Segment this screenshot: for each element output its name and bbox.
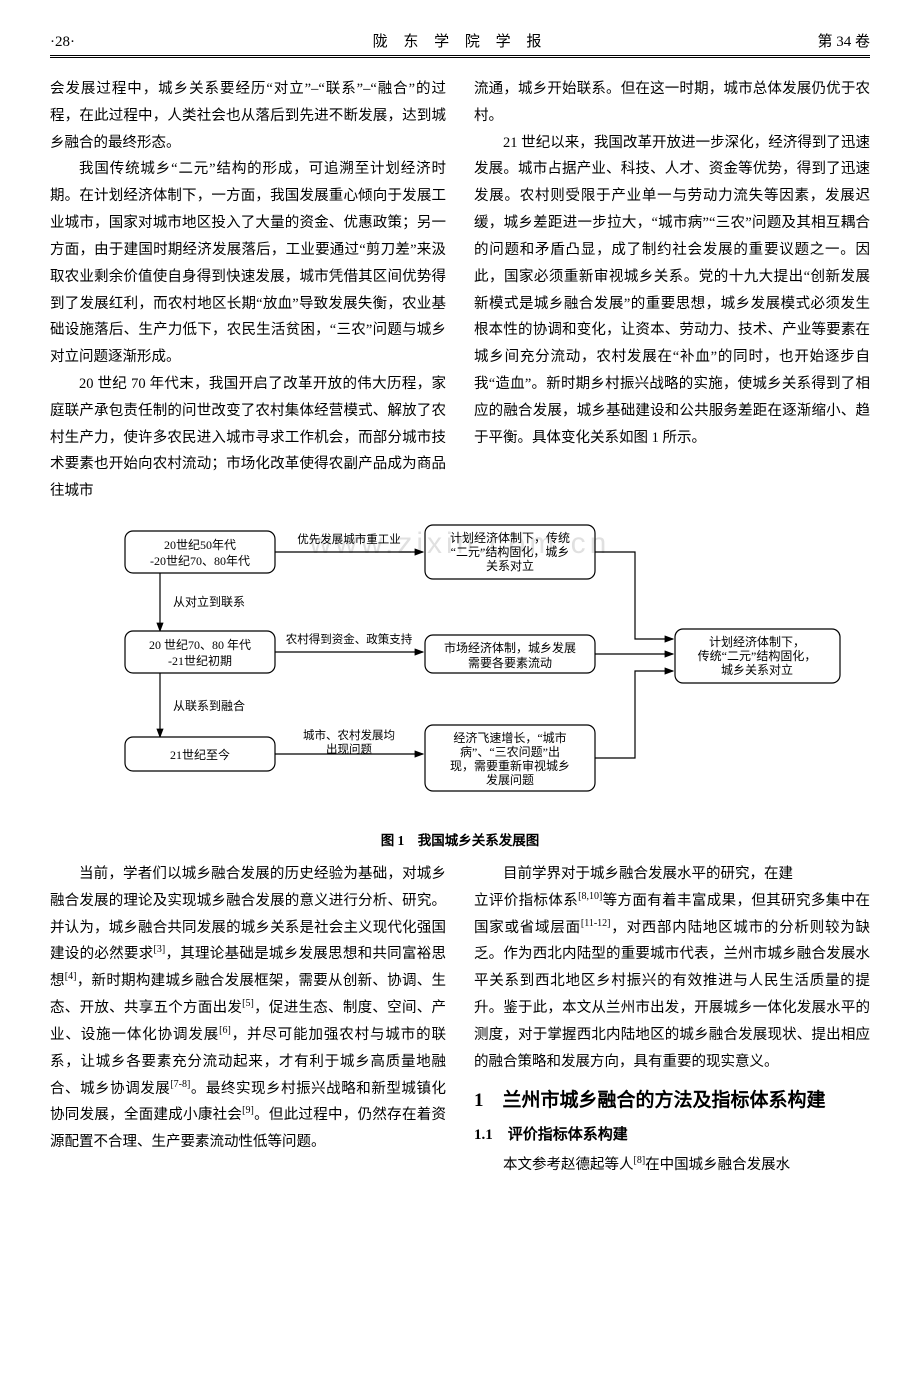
para: 当前，学者们以城乡融合发展的历史经验为基础，对城乡融合发展的理论及实现城乡融合发… [50, 861, 446, 1156]
para: 20 世纪 70 年代末，我国开启了改革开放的伟大历程，家庭联产承包责任制的问世… [50, 371, 446, 505]
flow-node-text: 城乡关系对立 [721, 662, 793, 677]
flow-edge-label: 优先发展城市重工业 [297, 532, 401, 546]
flow-node-text: 计划经济体制下， [709, 634, 805, 649]
flow-node-text: 市场经济体制，城乡发展 [444, 640, 576, 655]
text-run: 本文参考赵德起等人 [503, 1157, 634, 1173]
flow-node-text: -20世纪70、80年代 [150, 554, 250, 568]
body-bottom: 当前，学者们以城乡融合发展的历史经验为基础，对城乡融合发展的理论及实现城乡融合发… [50, 861, 870, 1178]
flow-edge-label: 农村得到资金、政策支持 [286, 632, 413, 646]
body-top: 会发展过程中，城乡关系要经历“对立”–“联系”–“融合”的过程，在此过程中，人类… [50, 76, 870, 505]
flow-node-text: 关系对立 [486, 558, 534, 573]
para: 21 世纪以来，我国改革开放进一步深化，经济得到了迅速发展。城市占据产业、科技、… [474, 130, 870, 452]
flow-node-text: -21世纪初期 [168, 654, 232, 668]
volume-label: 第 34 卷 [790, 30, 870, 51]
para: 立评价指标体系[8,10]等方面有着丰富成果，但其研究多集中在国家或省域层面[1… [474, 888, 870, 1076]
text-run: 立评价指标体系 [474, 893, 578, 909]
citation: [4] [65, 971, 77, 982]
flow-node-text: 现，需要重新审视城乡 [450, 758, 570, 773]
citation: [3] [153, 945, 165, 956]
page-number: ·28· [50, 34, 130, 51]
text-run: 在中国城乡融合发展水 [645, 1157, 790, 1173]
journal-title: 陇 东 学 院 学 报 [130, 30, 790, 51]
flow-node-text: 20 世纪70、80 年代 [149, 638, 251, 652]
flow-side-label: 从联系到融合 [173, 698, 245, 713]
flow-edge-label: 城市、农村发展均 [303, 728, 395, 742]
para: 本文参考赵德起等人[8]在中国城乡融合发展水 [474, 1152, 870, 1179]
flow-node-text: 20世纪50年代 [164, 538, 236, 552]
para: 我国传统城乡“二元”结构的形成，可追溯至计划经济时期。在计划经济体制下，一方面，… [50, 156, 446, 371]
flow-edge-label: 出现问题 [326, 742, 372, 756]
para: 流通，城乡开始联系。但在这一时期，城市总体发展仍优于农村。 [474, 76, 870, 130]
citation: [6] [219, 1025, 231, 1036]
flow-node-text: 需要各要素流动 [468, 655, 552, 670]
flow-node-text: 计划经济体制下，传统 [450, 530, 570, 545]
citation: [9] [242, 1105, 254, 1116]
flow-node-text: 传统“二元”结构固化， [698, 648, 817, 663]
flow-node-text: 21世纪至今 [170, 747, 230, 762]
flow-node-text: “二元”结构固化，城乡 [451, 544, 570, 559]
flow-node-text: 发展问题 [486, 772, 534, 787]
citation: [8] [634, 1155, 646, 1166]
text-run: ，对西部内陆地区城市的分析则较为缺乏。作为西北内陆型的重要城市代表，兰州市城乡融… [474, 920, 870, 1070]
figure-1: www.zixin.com.cn 20世纪50年代 -20世纪70、80年代 计… [50, 521, 870, 849]
flow-edge [595, 552, 673, 639]
page: ·28· 陇 东 学 院 学 报 第 34 卷 会发展过程中，城乡关系要经历“对… [0, 0, 920, 1218]
flow-edge [595, 671, 673, 758]
flow-node-text: 病”、“三农问题”出 [460, 744, 560, 759]
citation: [11-12] [581, 918, 611, 929]
running-header: ·28· 陇 东 学 院 学 报 第 34 卷 [50, 30, 870, 58]
section-heading-1: 1 兰州市城乡融合的方法及指标体系构建 [474, 1086, 870, 1116]
para: 目前学界对于城乡融合发展水平的研究，在建 [474, 861, 870, 888]
citation: [5] [242, 998, 254, 1009]
flow-node-text: 经济飞速增长，“城市 [453, 730, 566, 745]
citation: [8,10] [578, 891, 602, 902]
flowchart-svg: 20世纪50年代 -20世纪70、80年代 计划经济体制下，传统 “二元”结构固… [65, 521, 855, 821]
flow-side-label: 从对立到联系 [173, 594, 245, 609]
figure-caption: 图 1 我国城乡关系发展图 [50, 829, 870, 849]
citation: [7-8] [170, 1079, 190, 1090]
section-heading-2: 1.1 评价指标体系构建 [474, 1122, 870, 1150]
para: 会发展过程中，城乡关系要经历“对立”–“联系”–“融合”的过程，在此过程中，人类… [50, 76, 446, 156]
